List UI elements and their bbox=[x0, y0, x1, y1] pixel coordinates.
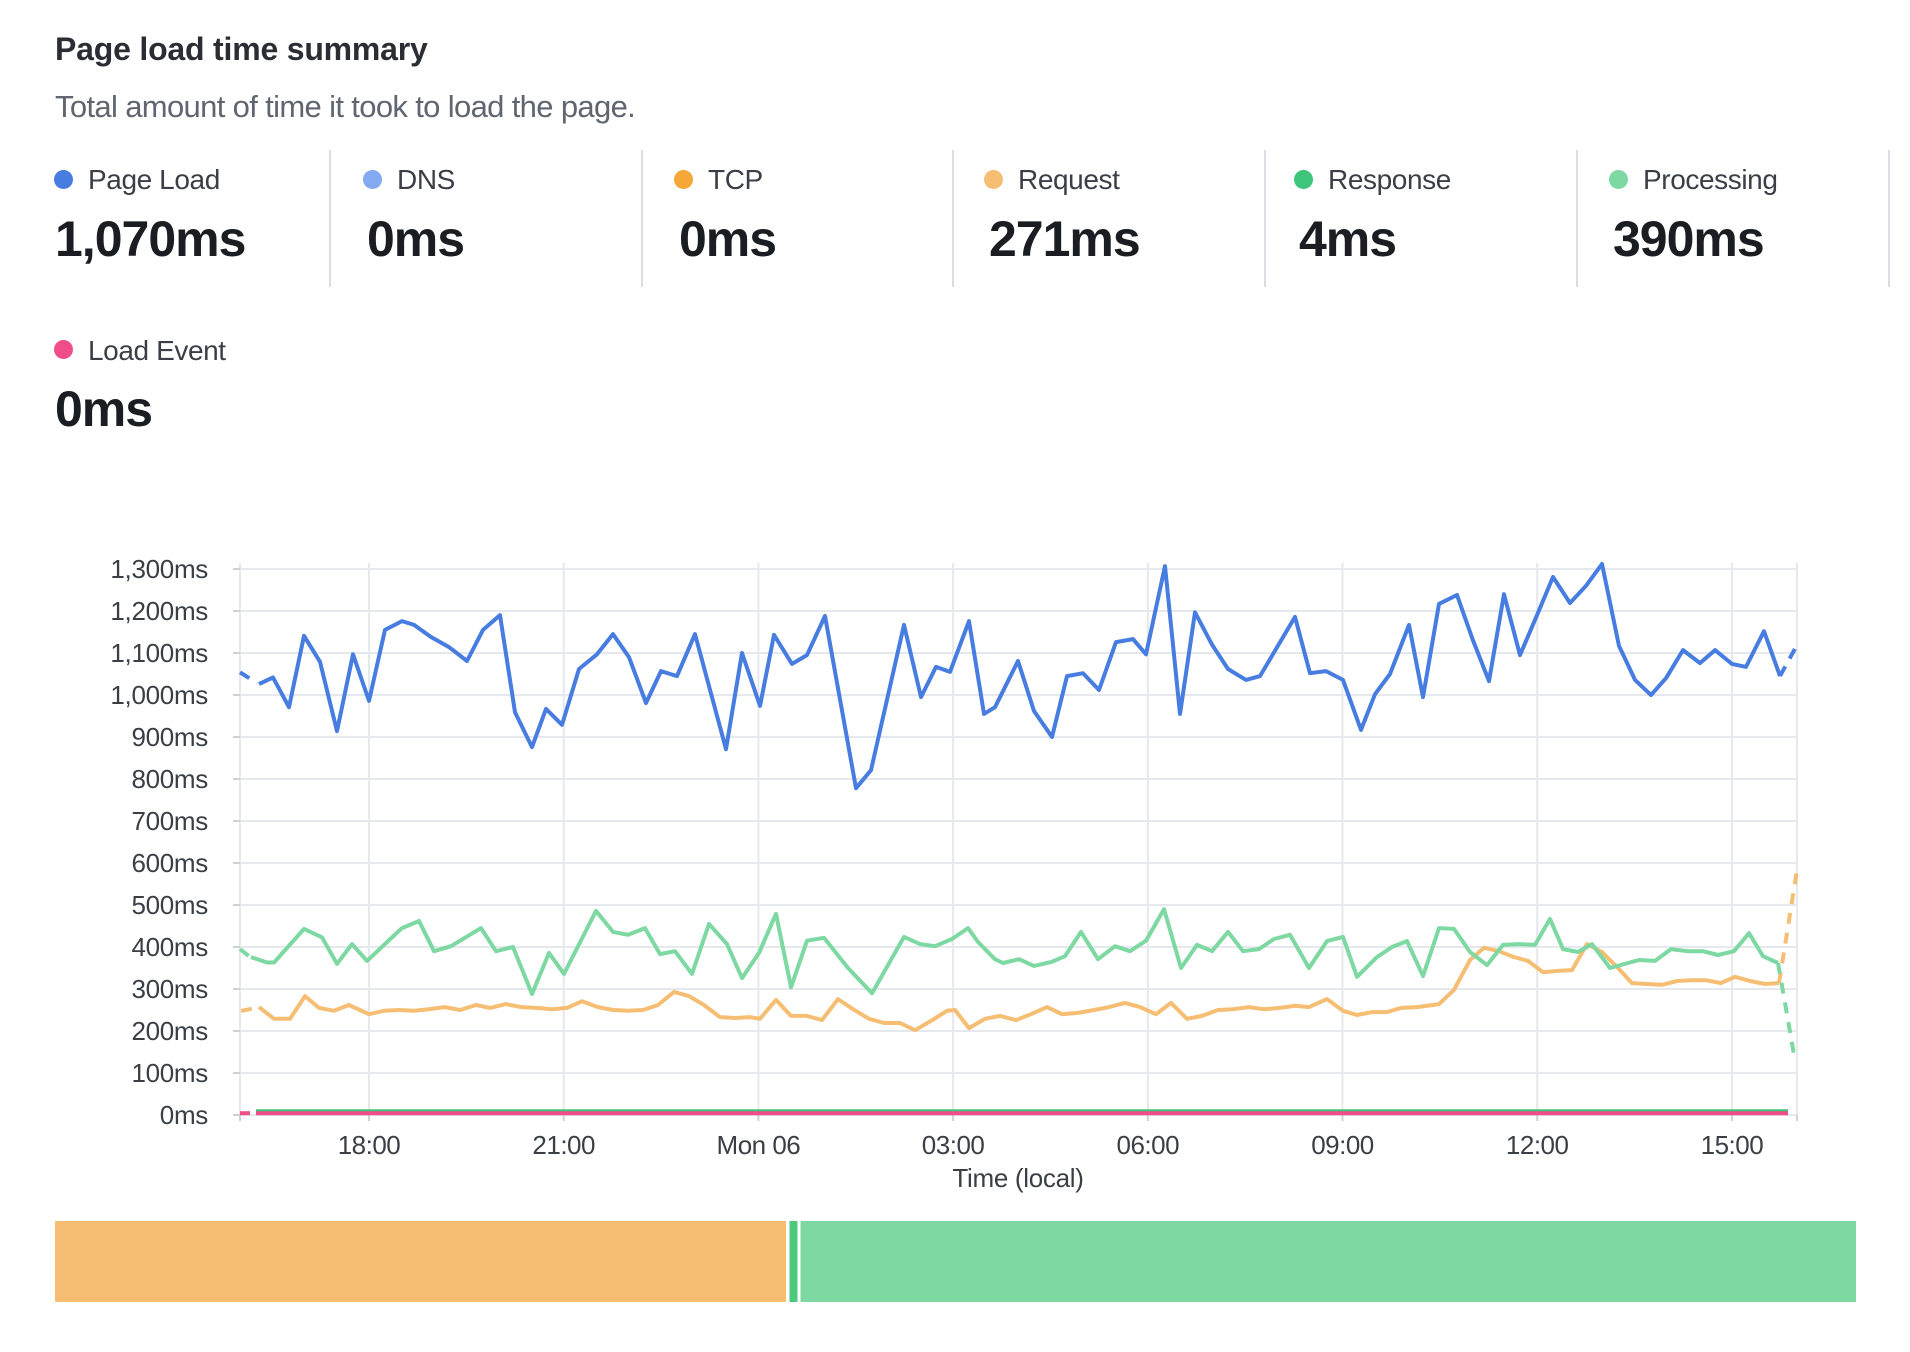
svg-text:100ms: 100ms bbox=[131, 1058, 208, 1088]
svg-text:Time (local): Time (local) bbox=[952, 1163, 1083, 1193]
svg-text:600ms: 600ms bbox=[131, 848, 208, 878]
svg-text:18:00: 18:00 bbox=[338, 1130, 401, 1160]
svg-text:1,000ms: 1,000ms bbox=[110, 680, 208, 710]
svg-text:1,200ms: 1,200ms bbox=[110, 596, 208, 626]
svg-text:21:00: 21:00 bbox=[532, 1130, 595, 1160]
svg-text:06:00: 06:00 bbox=[1117, 1130, 1180, 1160]
svg-text:Mon 06: Mon 06 bbox=[717, 1130, 801, 1160]
svg-text:03:00: 03:00 bbox=[922, 1130, 985, 1160]
svg-text:900ms: 900ms bbox=[131, 722, 208, 752]
svg-text:15:00: 15:00 bbox=[1701, 1130, 1764, 1160]
svg-text:800ms: 800ms bbox=[131, 764, 208, 794]
svg-text:300ms: 300ms bbox=[131, 974, 208, 1004]
svg-text:1,100ms: 1,100ms bbox=[110, 638, 208, 668]
svg-text:12:00: 12:00 bbox=[1506, 1130, 1569, 1160]
svg-text:1,300ms: 1,300ms bbox=[110, 554, 208, 584]
svg-text:09:00: 09:00 bbox=[1311, 1130, 1374, 1160]
svg-text:0ms: 0ms bbox=[160, 1100, 209, 1130]
svg-text:700ms: 700ms bbox=[131, 806, 208, 836]
svg-text:400ms: 400ms bbox=[131, 932, 208, 962]
svg-text:200ms: 200ms bbox=[131, 1016, 208, 1046]
svg-text:500ms: 500ms bbox=[131, 890, 208, 920]
